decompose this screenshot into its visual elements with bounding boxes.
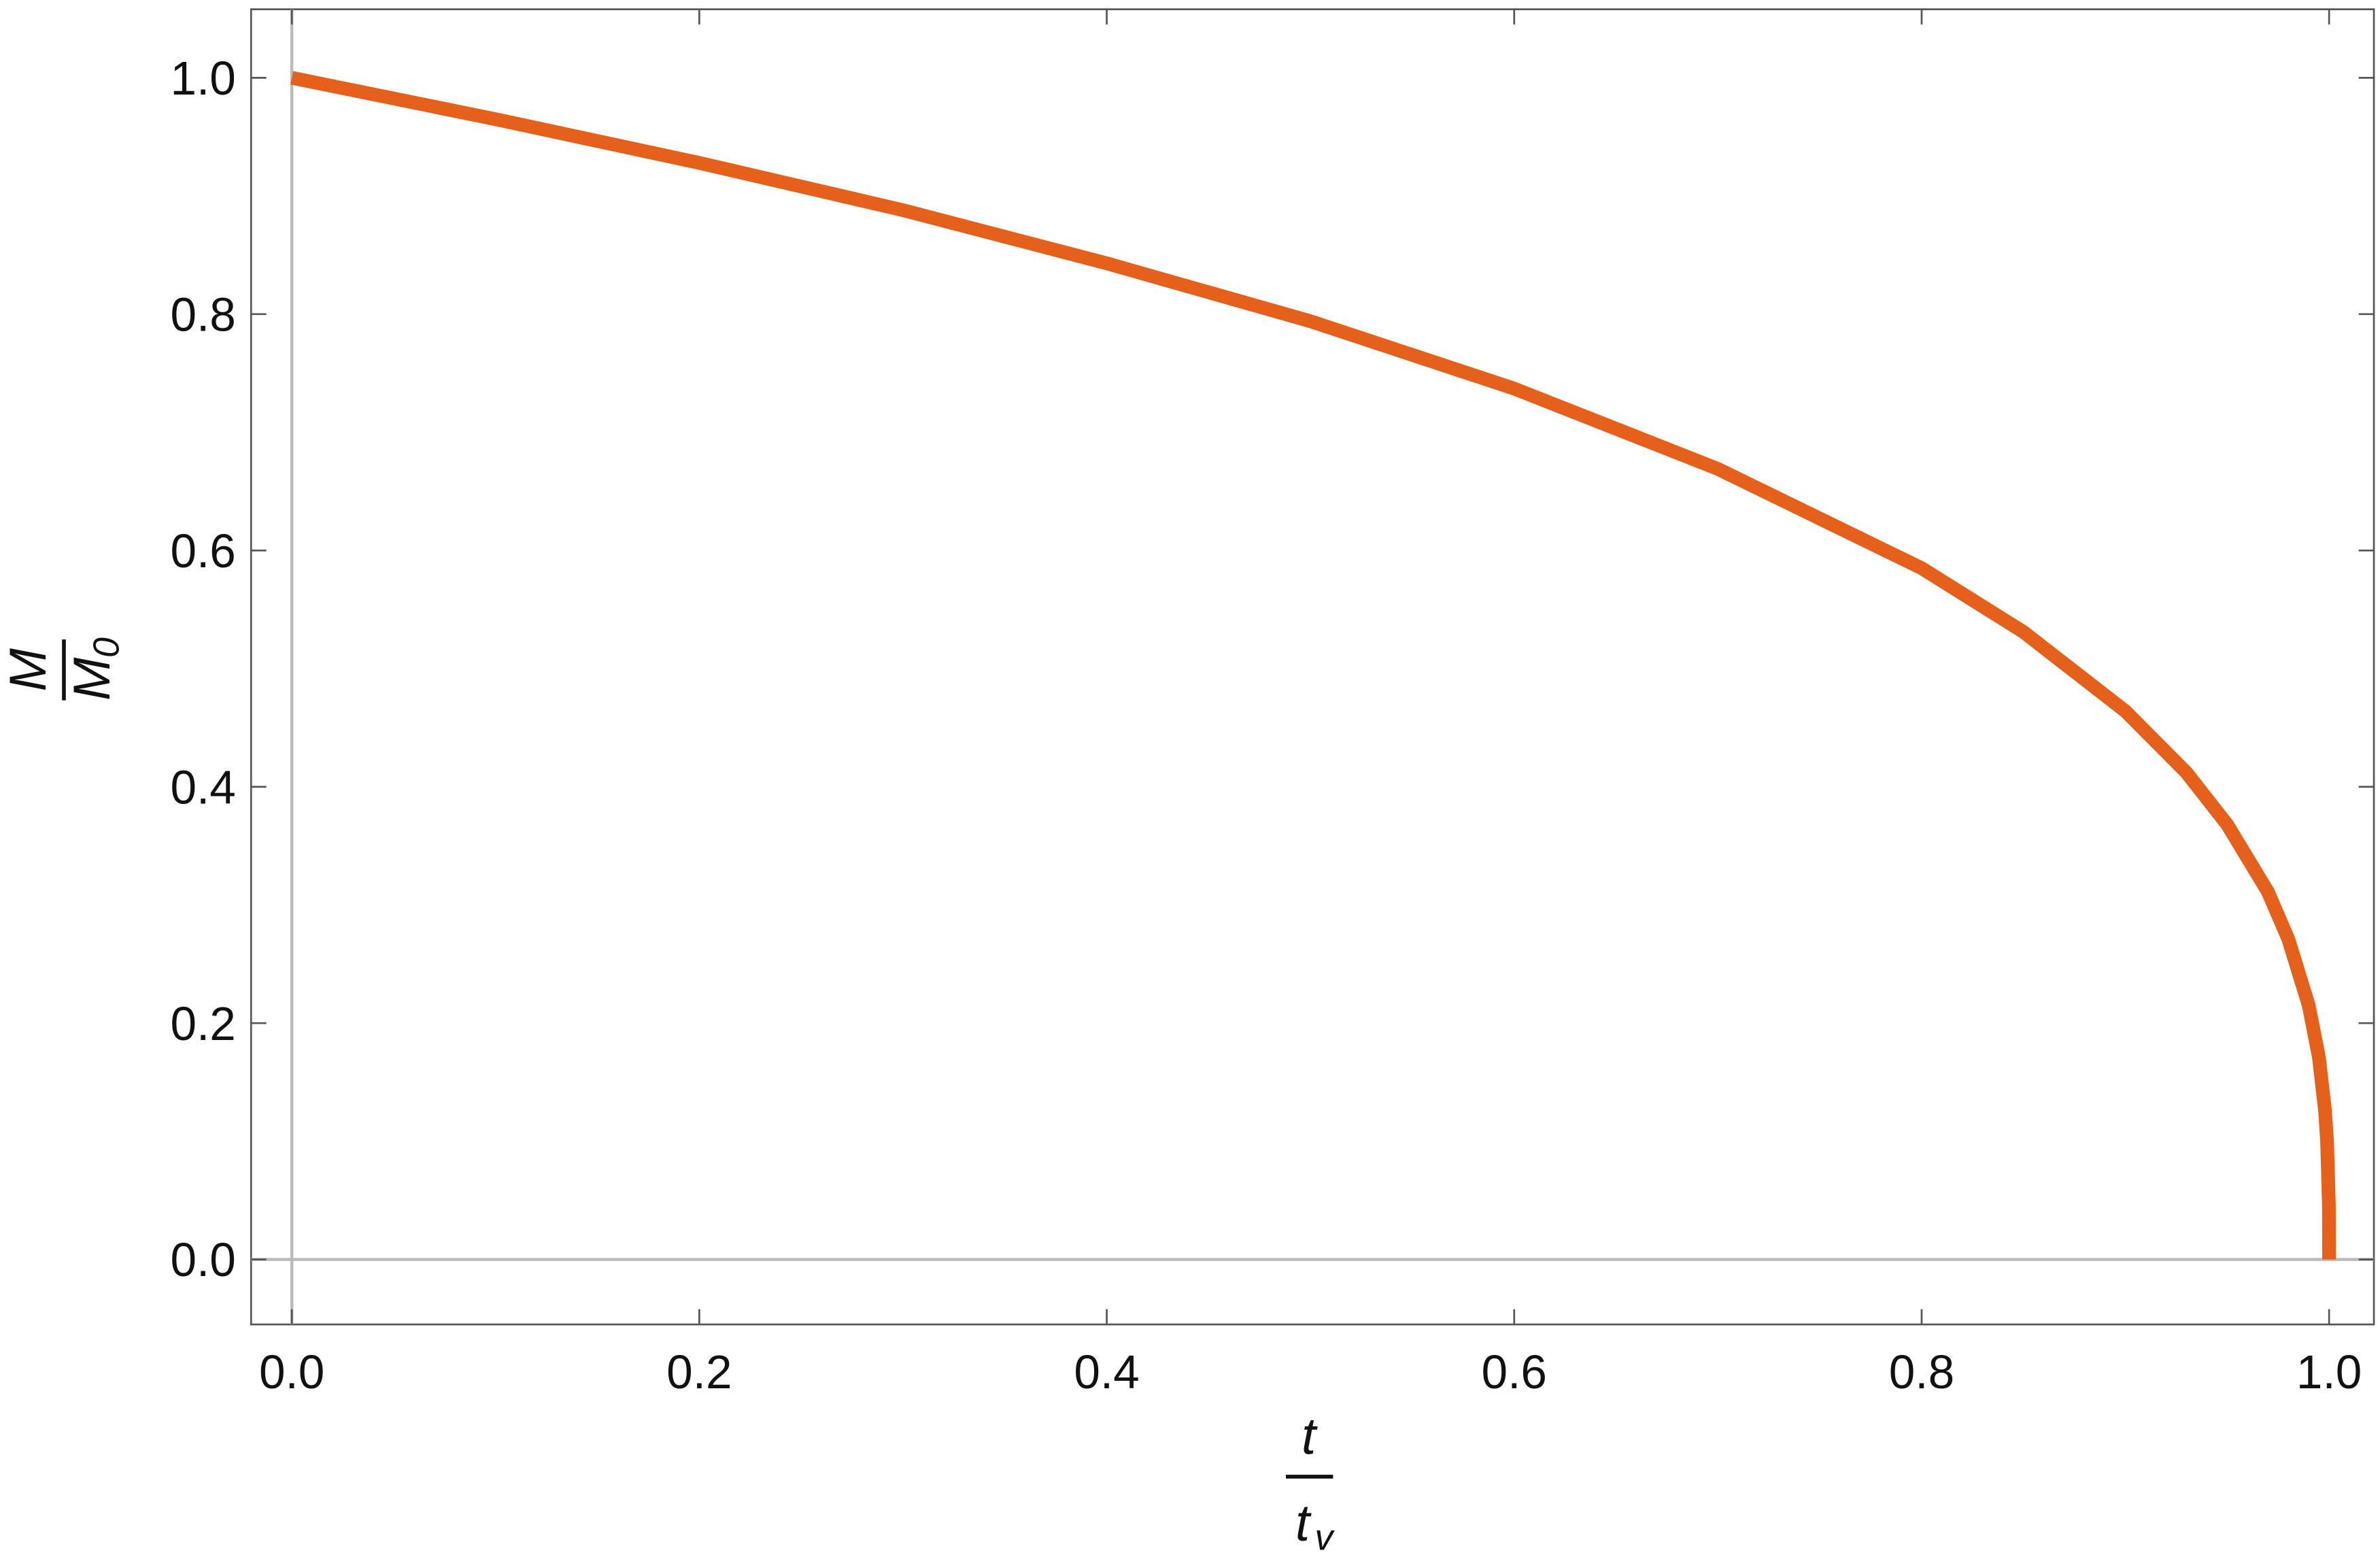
x-tick-label: 0.2 [666,1345,732,1398]
x-label-denominator: t [1295,1494,1312,1552]
x-tick-label: 1.0 [2296,1345,2362,1398]
x-axis-label: t t v [1285,1407,1336,1558]
y-tick-label: 0.2 [170,997,235,1050]
y-label-denominator: M [63,657,121,701]
y-tick-label: 0.4 [170,760,235,814]
plot-frame [250,8,2375,1326]
y-label-numerator: M [0,648,57,692]
y-tick-label: 0.0 [170,1233,235,1286]
y-label-subscript: 0 [86,637,127,658]
x-tick-label: 0.8 [1889,1345,1954,1398]
x-tick-label: 0.0 [259,1345,324,1398]
x-label-subscript: v [1315,1517,1336,1558]
data-line [290,71,2336,1260]
x-label-numerator: t [1302,1407,1318,1465]
y-tick-label: 0.6 [170,524,235,577]
y-tick-label: 1.0 [170,52,235,105]
x-tick-label: 0.6 [1482,1345,1547,1398]
y-axis-label: M M 0 [0,637,127,701]
y-tick-label: 0.8 [170,288,235,341]
x-tick-label: 0.4 [1074,1345,1139,1398]
